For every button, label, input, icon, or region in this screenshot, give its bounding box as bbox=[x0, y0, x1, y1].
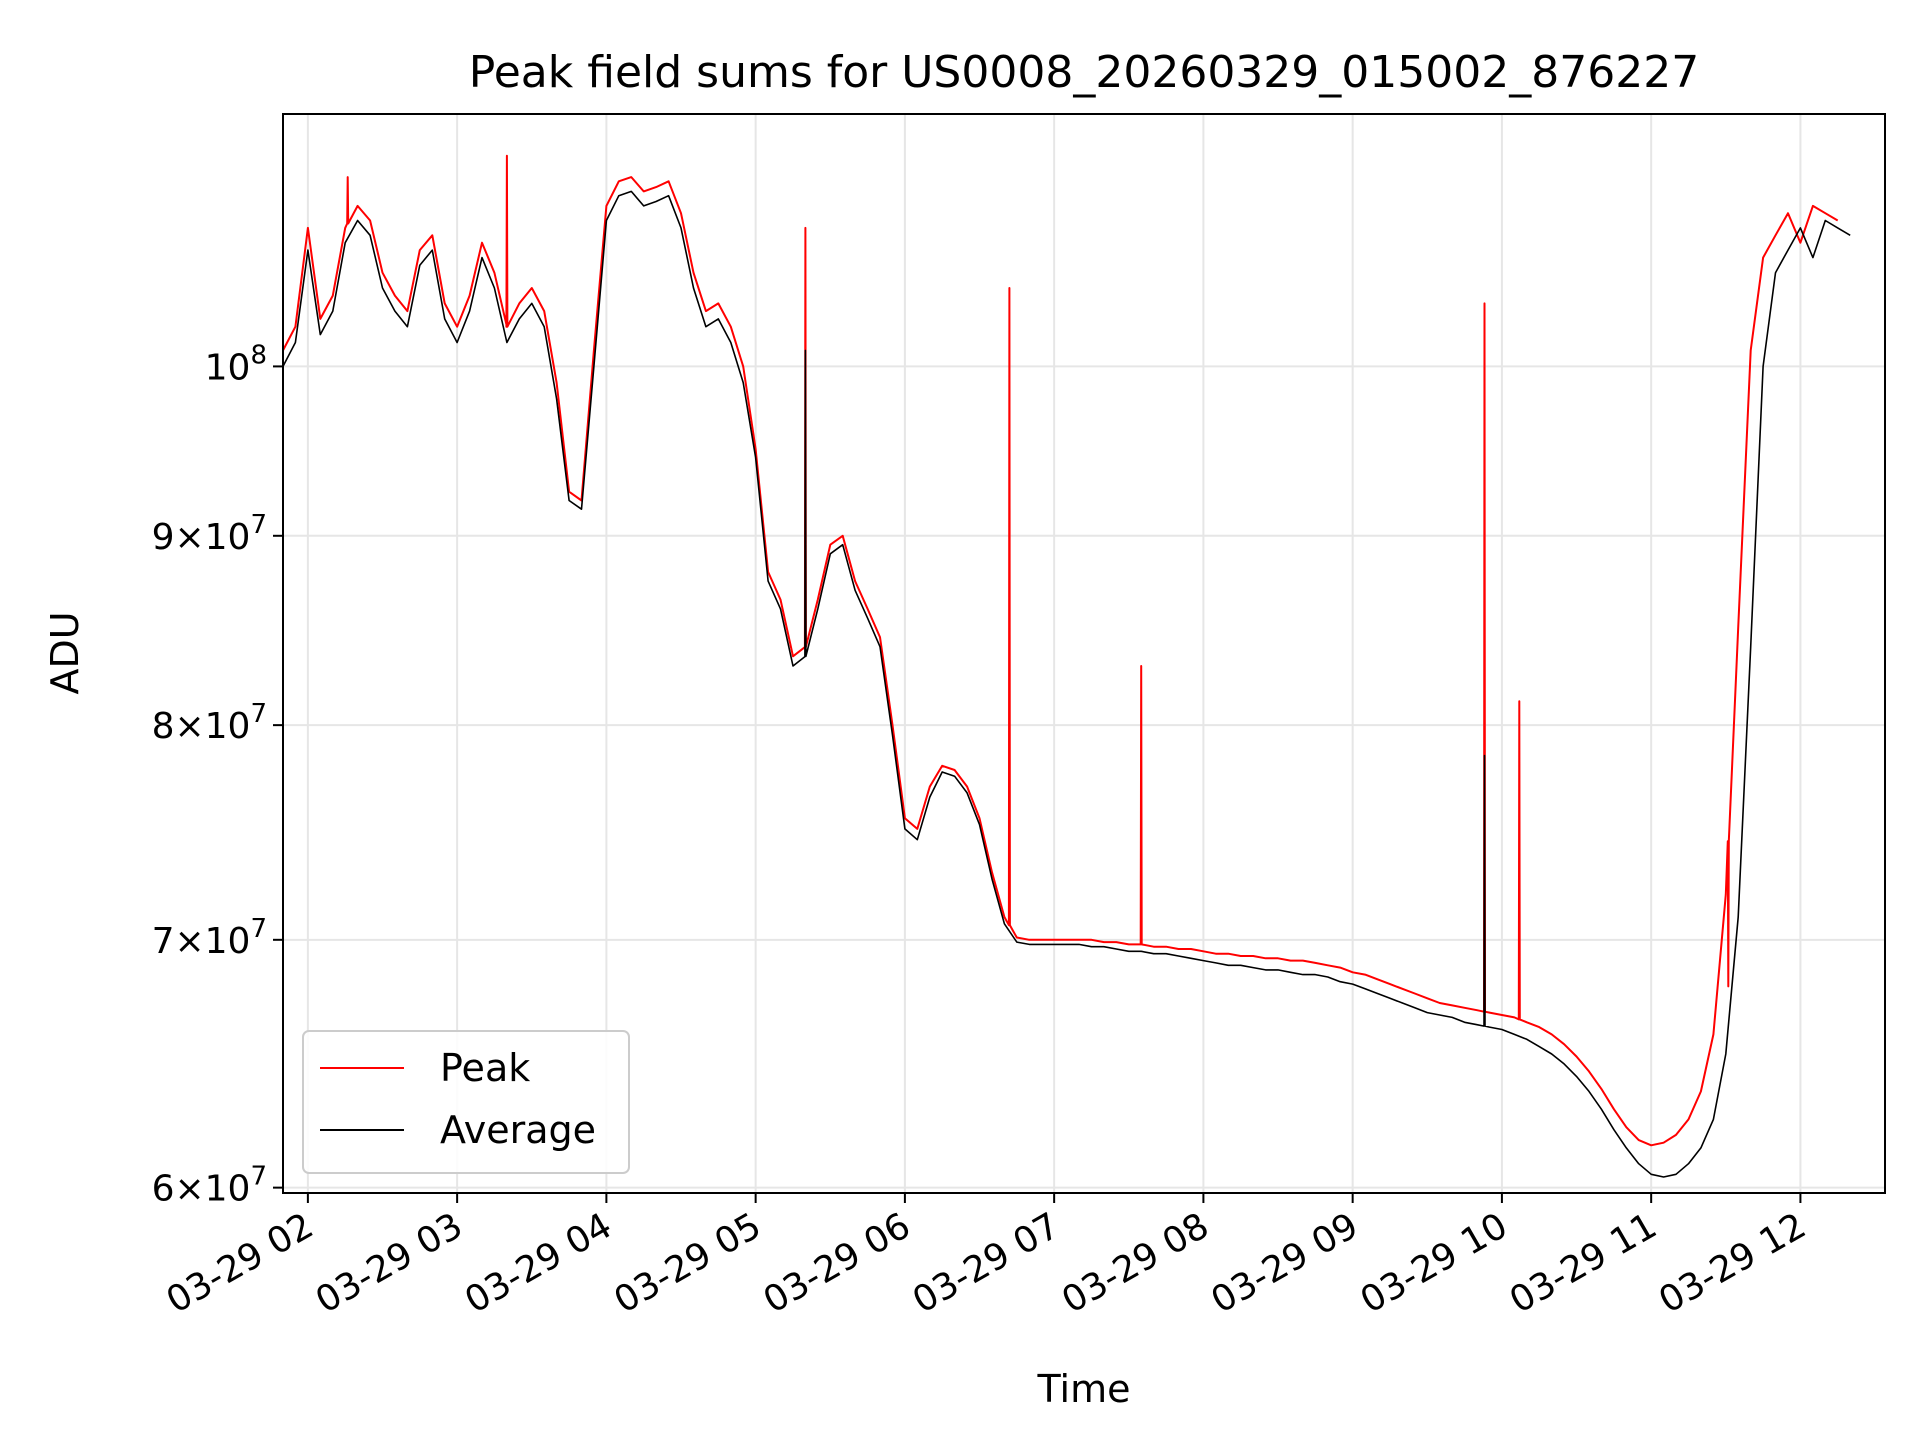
y-tick-label: 9×107 bbox=[152, 510, 267, 558]
series-line-average bbox=[282, 190, 1851, 1178]
legend-box bbox=[302, 1030, 630, 1174]
legend-peak-label: Peak bbox=[440, 1046, 530, 1090]
y-axis: 6×107 7×107 8×107 9×107 108 bbox=[152, 340, 283, 1210]
y-tick-label: 7×107 bbox=[152, 914, 267, 962]
plot-frame bbox=[282, 113, 1886, 1194]
x-axis-label: Time bbox=[1037, 1367, 1131, 1411]
y-tick-label: 108 bbox=[205, 340, 267, 388]
series-line-peak bbox=[282, 154, 1839, 1147]
legend-average-label: Average bbox=[440, 1108, 596, 1152]
series-group bbox=[282, 154, 1851, 1178]
y-tick-label: 6×107 bbox=[152, 1162, 267, 1210]
chart-title: Peak field sums for US0008_20260329_0150… bbox=[469, 47, 1699, 98]
y-tick-label: 8×107 bbox=[152, 699, 267, 747]
y-axis-label: ADU bbox=[43, 611, 87, 694]
legend: Peak Average bbox=[302, 1030, 630, 1174]
